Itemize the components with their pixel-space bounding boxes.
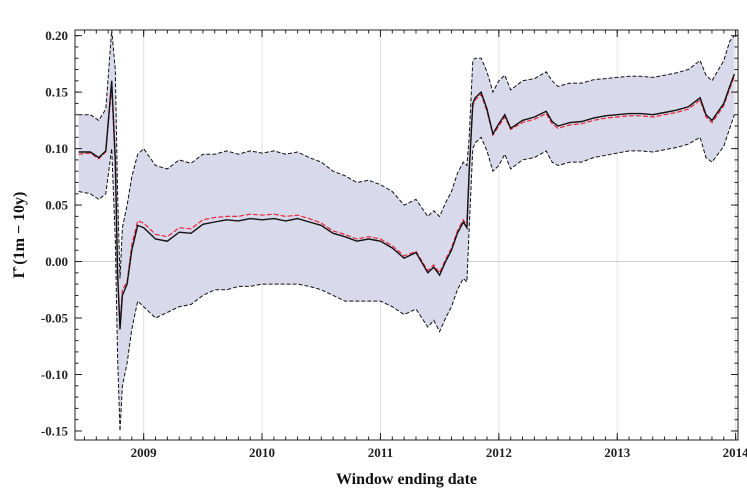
band-lower-edge	[78, 114, 735, 432]
y-tick-label: -0.05	[41, 311, 69, 326]
x-tick-label: 2012	[486, 445, 512, 460]
y-tick-label: -0.10	[41, 367, 68, 382]
y-tick-label: 0.00	[45, 254, 68, 269]
x-tick-label: 2014	[723, 445, 747, 460]
confidence-band	[78, 29, 735, 432]
x-tick-label: 2013	[604, 445, 631, 460]
y-tick-label: 0.05	[45, 198, 68, 213]
x-tick-label: 2009	[131, 445, 158, 460]
y-tick-label: -0.15	[41, 423, 69, 438]
axis-ticks: -0.15 -0.10 -0.05 0.00 0.05 0.10 0.15 0.20 2009 2…	[41, 28, 747, 460]
x-axis-label: Window ending date	[336, 471, 477, 488]
band-upper-edge	[78, 29, 735, 279]
y-tick-label: 0.20	[45, 28, 68, 43]
y-tick-label: 0.10	[45, 141, 68, 156]
y-axis-label: Γ̂ (1m − 10y)	[11, 192, 28, 279]
confidence-band-area	[78, 30, 735, 431]
x-tick-label: 2010	[249, 445, 275, 460]
x-tick-label: 2011	[368, 445, 393, 460]
plot-frame	[74, 29, 739, 441]
y-tick-label: 0.15	[45, 85, 68, 100]
series-line-alt-estimate	[78, 76, 735, 324]
plot-border	[74, 29, 739, 441]
series-line-estimate	[78, 73, 736, 330]
series-lines	[78, 73, 736, 330]
